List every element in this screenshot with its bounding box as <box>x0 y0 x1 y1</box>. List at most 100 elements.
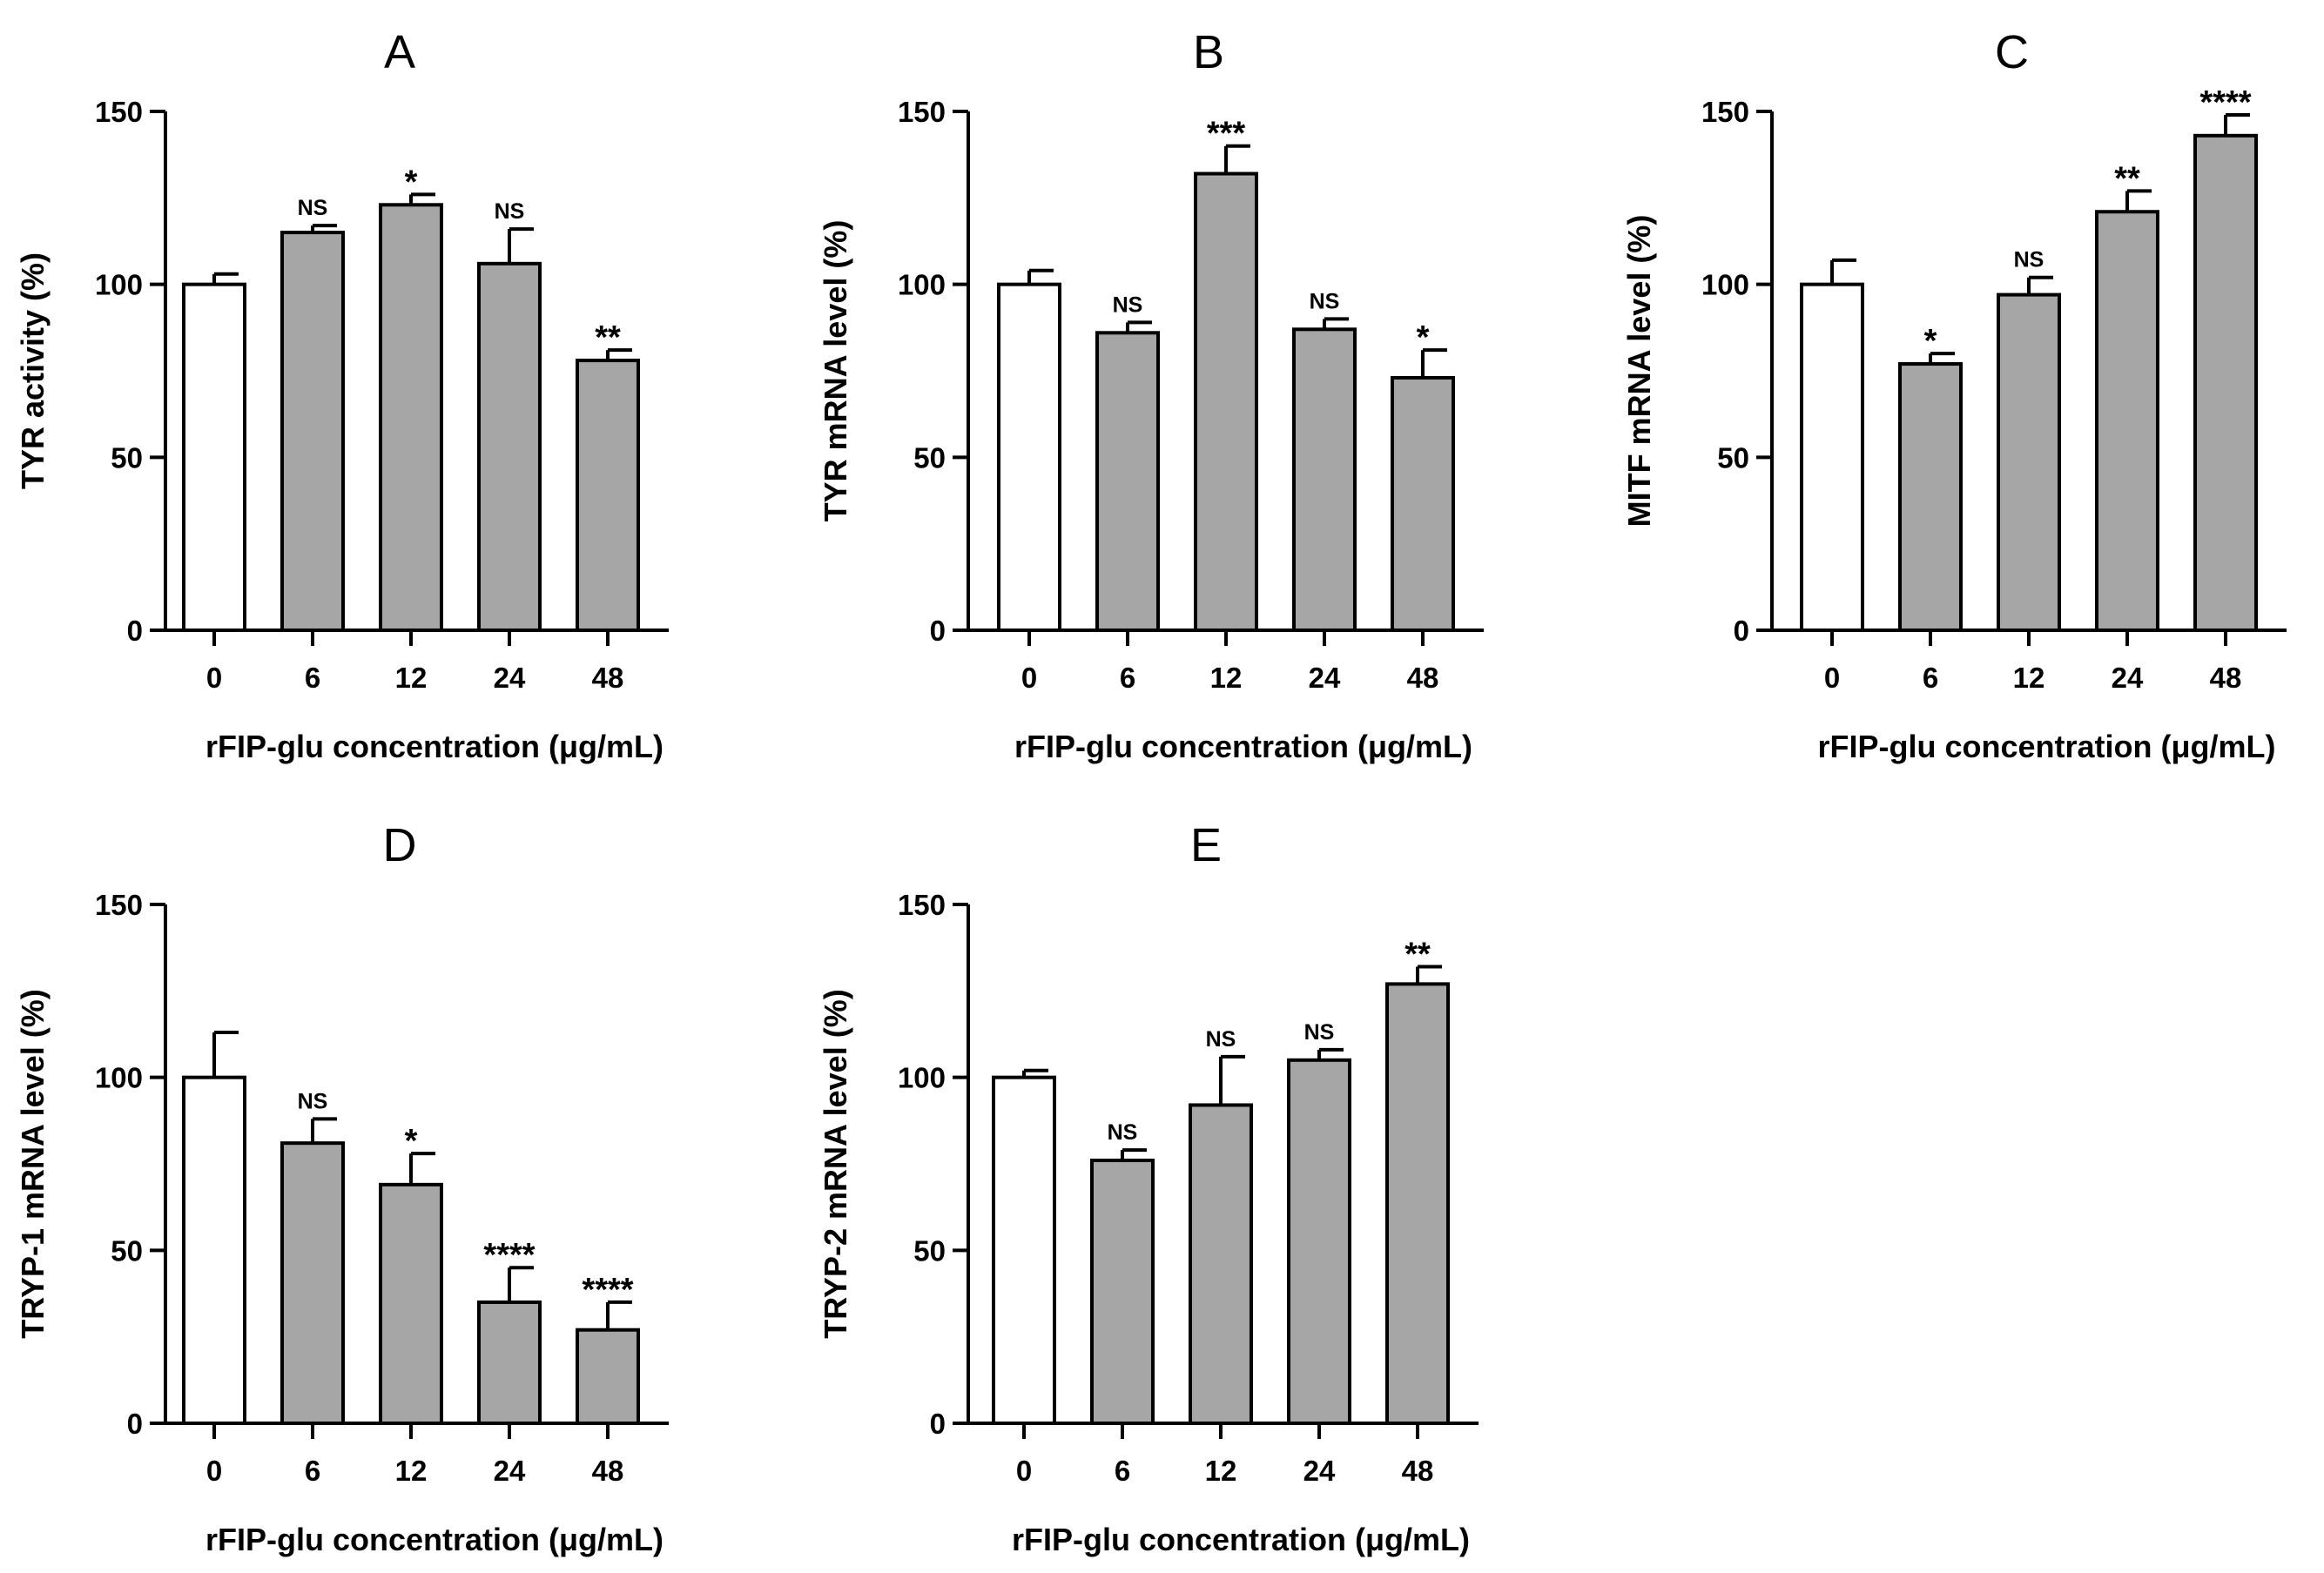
significance-label: NS <box>1113 292 1143 317</box>
bar <box>182 1075 246 1425</box>
x-tick-label: 6 <box>305 662 320 694</box>
y-tick-label: 100 <box>1701 269 1749 301</box>
y-tick-label: 50 <box>913 441 946 474</box>
y-tick-label: 50 <box>913 1234 946 1267</box>
x-axis-title: rFIP-glu concentration (μg/mL) <box>1817 729 2275 764</box>
x-tick-label: 12 <box>2013 662 2045 694</box>
bar <box>477 1300 542 1426</box>
bar <box>997 282 1061 632</box>
chart-panel-a: A NS * NS ** 0 50 100 150 0 6 12 24 48 rFIP-glu concen… <box>15 26 669 764</box>
x-axis-title: rFIP-glu concentration (μg/mL) <box>1012 1522 1470 1557</box>
x-tick-label: 48 <box>1402 1455 1434 1487</box>
error-bar <box>1323 317 1349 330</box>
bar <box>280 1141 345 1426</box>
significance-label: **** <box>2199 84 2251 121</box>
x-tick-label: 48 <box>592 1455 624 1487</box>
y-axis-title: MITF mRNA level (%) <box>1621 215 1657 528</box>
y-axis-title: TYR activity (%) <box>15 252 51 489</box>
error-bar <box>1224 144 1250 174</box>
bar <box>379 203 443 632</box>
error-bar <box>1929 352 1955 365</box>
bar <box>576 359 640 632</box>
x-tick-label: 6 <box>1120 662 1135 694</box>
error-bar <box>1027 268 1054 285</box>
x-tick-label: 24 <box>494 662 526 694</box>
panel-letter: D <box>383 819 417 871</box>
error-bar <box>508 1266 534 1302</box>
significance-label: * <box>405 1123 418 1160</box>
x-tick-label: 0 <box>1824 662 1840 694</box>
chart-panel-b: B NS *** NS * 0 50 100 150 0 6 12 24 48 rFIP-glu conce… <box>818 26 1484 764</box>
significance-label: NS <box>298 196 328 220</box>
error-bar <box>2125 189 2152 212</box>
x-tick-label: 6 <box>1923 662 1938 694</box>
y-tick-label: 50 <box>111 1234 143 1267</box>
significance-label: NS <box>495 199 525 224</box>
y-axis-title: TRYP-1 mRNA level (%) <box>15 989 51 1338</box>
error-bar <box>1126 320 1152 333</box>
significance-label: * <box>1417 319 1430 356</box>
x-tick-label: 0 <box>206 1455 222 1487</box>
x-axis-title: rFIP-glu concentration (μg/mL) <box>205 729 664 764</box>
bar <box>1997 292 2061 632</box>
error-bar <box>1421 348 1447 378</box>
x-tick-label: 0 <box>1016 1455 1032 1487</box>
significance-label: ** <box>2114 160 2140 197</box>
significance-label: ** <box>1405 937 1431 973</box>
error-bar <box>606 348 632 361</box>
error-bar <box>508 227 534 264</box>
y-tick-label: 150 <box>95 96 143 128</box>
significance-label: **** <box>582 1272 633 1308</box>
y-tick-label: 0 <box>127 1408 143 1440</box>
bar <box>2193 133 2258 632</box>
x-tick-label: 0 <box>1021 662 1037 694</box>
significance-label: NS <box>1206 1027 1236 1052</box>
error-bar <box>2224 112 2250 136</box>
bar <box>1391 375 1455 632</box>
y-tick-label: 150 <box>1701 96 1749 128</box>
y-tick-label: 50 <box>111 441 143 474</box>
bar <box>1090 1159 1155 1425</box>
significance-label: ** <box>595 319 621 356</box>
bar <box>992 1075 1056 1425</box>
error-bar <box>212 1031 239 1078</box>
chart-panel-e: E NS NS NS ** 0 50 100 150 0 6 12 24 48 rFIP-glu conce… <box>818 819 1479 1557</box>
bar <box>1385 982 1450 1426</box>
x-tick-label: 6 <box>1115 1455 1130 1487</box>
error-bar <box>1121 1148 1147 1161</box>
x-tick-label: 12 <box>1205 1455 1237 1487</box>
x-axis-title: rFIP-glu concentration (μg/mL) <box>205 1522 664 1557</box>
x-tick-label: 12 <box>395 662 428 694</box>
x-tick-label: 12 <box>395 1455 428 1487</box>
significance-label: NS <box>298 1089 328 1113</box>
y-tick-label: 100 <box>95 269 143 301</box>
bar <box>1287 1058 1351 1426</box>
bar <box>1194 171 1258 632</box>
y-tick-label: 150 <box>898 889 946 921</box>
significance-label: *** <box>1207 116 1246 152</box>
error-bar <box>212 272 239 285</box>
x-tick-label: 48 <box>2210 662 2242 694</box>
x-tick-label: 12 <box>1210 662 1243 694</box>
y-tick-label: 100 <box>898 269 946 301</box>
error-bar <box>2027 275 2053 295</box>
error-bar <box>1219 1054 1245 1106</box>
significance-label: NS <box>1108 1120 1138 1145</box>
significance-label: NS <box>2014 248 2044 272</box>
y-tick-label: 100 <box>898 1062 946 1094</box>
error-bar <box>311 224 337 233</box>
x-tick-label: 24 <box>2112 662 2144 694</box>
significance-label: **** <box>483 1237 535 1274</box>
bar <box>1898 362 1963 632</box>
x-tick-label: 48 <box>592 662 624 694</box>
x-axis-title: rFIP-glu concentration (μg/mL) <box>1014 729 1472 764</box>
y-tick-label: 50 <box>1717 441 1749 474</box>
error-bar <box>1317 1047 1344 1060</box>
error-bar <box>409 192 435 205</box>
panel-letter: B <box>1193 26 1224 78</box>
x-tick-label: 6 <box>305 1455 320 1487</box>
error-bar <box>1022 1068 1048 1078</box>
